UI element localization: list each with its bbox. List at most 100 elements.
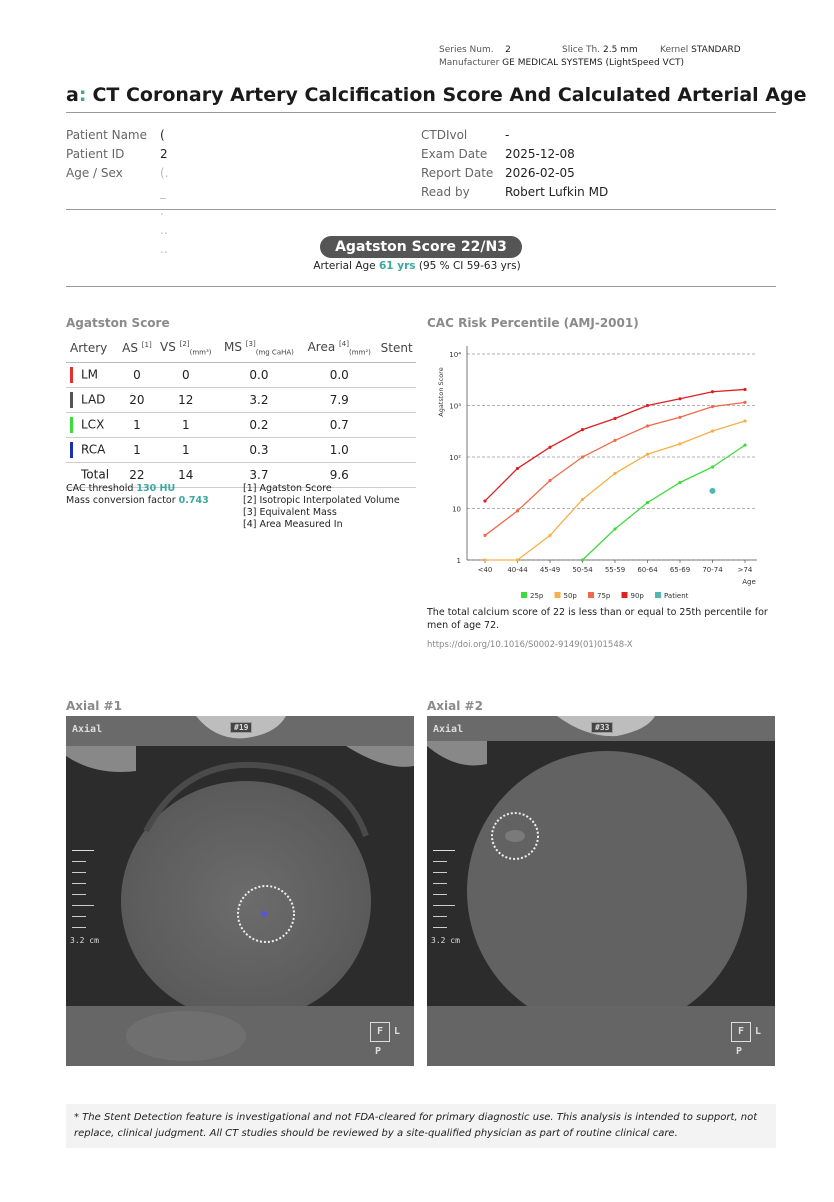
- ctdi-value: -: [505, 128, 510, 142]
- legend-label: 50p: [564, 592, 578, 600]
- as-cell: 22: [119, 462, 155, 489]
- data-point-75p: [678, 415, 682, 419]
- vs-cell: 0: [154, 362, 217, 389]
- slice-label: Slice Th.: [562, 45, 601, 55]
- logo-letter: a: [66, 84, 79, 106]
- patient-name-value: (: [160, 128, 165, 142]
- agatston-table: Artery AS [1] VS [2](mm³) MS [3](mg CaHA…: [66, 340, 416, 489]
- data-point-75p: [710, 405, 715, 409]
- arterial-age-label: Arterial Age: [313, 260, 376, 272]
- as-cell: 20: [119, 387, 155, 414]
- data-point-25p: [743, 443, 747, 447]
- series-line-25p: [582, 444, 746, 561]
- artery-color-marker: [70, 467, 73, 483]
- x-tick-label: 40-44: [507, 566, 528, 574]
- chart-title: CAC Risk Percentile (AMJ-2001): [427, 316, 639, 330]
- col-area: Area [4](mm²): [301, 340, 378, 364]
- axial2-view-label: Axial: [433, 724, 464, 735]
- data-point-75p: [515, 509, 520, 513]
- data-point-90p: [645, 403, 650, 408]
- vs-cell: 1: [154, 412, 217, 439]
- arterial-age-line: Arterial Age 61 yrs (95 % CI 59-63 yrs): [0, 260, 834, 272]
- data-point-75p: [743, 400, 747, 404]
- legend-swatch: [621, 592, 628, 598]
- exam-date-value: 2025-12-08: [505, 147, 575, 161]
- data-point-50p: [483, 558, 487, 562]
- area-cell: 7.9: [301, 387, 378, 414]
- slice-value: 2.5 mm: [603, 45, 638, 55]
- patient-info-right: CTDIvol - Exam Date 2025-12-08 Report Date…: [421, 126, 721, 202]
- legend-label: 90p: [631, 592, 645, 600]
- agatston-score-badge: Agatston Score 22/N3: [320, 236, 522, 258]
- legend-swatch: [521, 592, 527, 598]
- logo-dots: :: [78, 84, 87, 106]
- area-cell: 1.0: [301, 437, 378, 464]
- divider: [66, 209, 776, 210]
- x-tick-label: 55-59: [605, 566, 625, 574]
- axial1-orientation-f: F: [370, 1022, 390, 1042]
- as-cell: 1: [119, 437, 155, 464]
- mass-factor-label: Mass conversion factor: [66, 495, 176, 506]
- legend-swatch: [655, 592, 661, 598]
- series-line-90p: [484, 388, 746, 502]
- footnote: [3] Equivalent Mass: [243, 507, 337, 518]
- artery-cell: LAD: [66, 387, 120, 414]
- axial2-image[interactable]: Axial #33 3.2 cm F L P: [427, 716, 775, 1066]
- x-tick-label: <40: [478, 566, 493, 574]
- axial1-image[interactable]: Axial #19 3.2 cm F L P: [66, 716, 414, 1066]
- exam-date-label: Exam Date: [421, 147, 488, 161]
- data-point-25p: [613, 527, 617, 531]
- ctdi-label: CTDIvol: [421, 128, 468, 142]
- footnotes: [1] Agatston Score [2] Isotropic Interpo…: [243, 483, 400, 531]
- read-by-label: Read by: [421, 185, 470, 199]
- x-tick-label: 45-49: [540, 566, 560, 574]
- data-point-75p: [645, 424, 650, 428]
- table-row: LM 0 0 0.0 0.0: [66, 362, 416, 389]
- y-tick-label: 1: [457, 557, 461, 565]
- stent-cell: [377, 362, 416, 389]
- chart-summary: The total calcium score of 22 is less th…: [427, 607, 768, 631]
- axial1-ct-scan: [66, 716, 414, 1066]
- axial1-title: Axial #1: [66, 699, 122, 713]
- kernel-value: STANDARD: [691, 45, 741, 55]
- table-row: LCX 1 1 0.2 0.7: [66, 412, 416, 439]
- footnote: [2] Isotropic Interpolated Volume: [243, 495, 400, 506]
- area-cell: 0.0: [301, 362, 378, 389]
- axial1-orientation-l: L: [394, 1026, 401, 1037]
- age-sex-label: Age / Sex: [66, 166, 123, 180]
- data-point-90p: [613, 416, 617, 421]
- read-by-value: Robert Lufkin MD: [505, 185, 609, 199]
- artery-color-marker: [70, 392, 73, 409]
- data-point-50p: [678, 442, 682, 446]
- agatston-table-wrap: Artery AS [1] VS [2](mm³) MS [3](mg CaHA…: [66, 340, 416, 489]
- col-vs: VS [2](mm³): [154, 340, 217, 364]
- y-tick-label: 10: [452, 506, 461, 514]
- legend-swatch: [554, 592, 561, 598]
- threshold-label: CAC threshold: [66, 483, 134, 494]
- brand-logo: a:: [66, 84, 86, 106]
- table-row: Total 22 14 3.7 9.6: [66, 462, 416, 489]
- as-cell: 0: [119, 362, 155, 389]
- stent-cell: [377, 437, 416, 464]
- age-sex-value: (. _ . .. ..: [160, 166, 169, 256]
- patient-name-label: Patient Name: [66, 128, 147, 142]
- axial2-title: Axial #2: [427, 699, 483, 713]
- as-cell: 1: [119, 412, 155, 439]
- data-point-75p: [483, 533, 487, 538]
- artery-cell: LM: [66, 362, 120, 389]
- axial2-ruler: [433, 850, 455, 933]
- ms-cell: 0.3: [216, 437, 302, 464]
- axial1-ruler: [72, 850, 94, 933]
- data-point-50p: [580, 497, 585, 502]
- stent-cell: [377, 387, 416, 414]
- roi-circle: [237, 885, 295, 943]
- title-text: CT Coronary Artery Calcification Score A…: [92, 84, 807, 106]
- stent-cell: [377, 412, 416, 439]
- patient-id-label: Patient ID: [66, 147, 125, 161]
- roi-circle: [491, 812, 539, 860]
- ms-cell: 3.2: [216, 387, 302, 414]
- doi-link[interactable]: https://doi.org/10.1016/S0002-9149(01)01…: [427, 640, 633, 650]
- x-tick-label: >74: [738, 566, 753, 574]
- footnote: [1] Agatston Score: [243, 483, 332, 494]
- area-cell: 9.6: [301, 462, 378, 489]
